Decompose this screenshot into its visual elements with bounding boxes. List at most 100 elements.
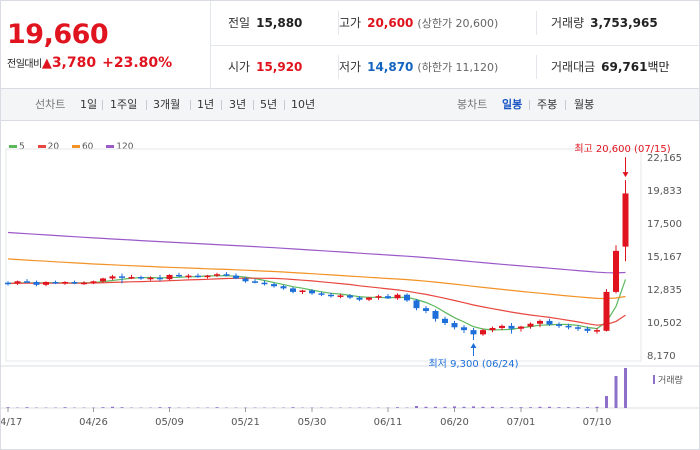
high-value: 20,600 <box>367 16 414 30</box>
candle-body <box>394 294 401 299</box>
ma20-line <box>7 277 626 326</box>
candle-body <box>33 282 40 285</box>
volume-bar <box>614 376 618 408</box>
candle-body <box>337 295 344 297</box>
candle-body <box>138 277 144 279</box>
tab-1-day[interactable]: 1일 <box>80 98 98 111</box>
candle-body <box>271 284 277 287</box>
candle-body <box>52 282 59 284</box>
candle-body <box>157 277 163 280</box>
candle-body <box>214 274 220 276</box>
candle-body <box>556 324 562 326</box>
y-tick-label: 10,502 <box>647 318 682 329</box>
volume-legend-swatch <box>653 375 655 384</box>
candle-body <box>594 330 600 332</box>
volume-bar <box>168 407 171 408</box>
candle-body <box>584 328 591 331</box>
x-tick-label: 06/20 <box>440 417 469 428</box>
y-tick-label: 15,167 <box>647 252 682 263</box>
candle-body <box>242 278 249 282</box>
candle-body <box>147 277 154 280</box>
volume-bar <box>111 406 114 408</box>
change-label: 전일대비 <box>7 59 42 70</box>
candle-body <box>24 281 30 283</box>
high-price: 고가 20,600 (상한가 20,600) <box>339 1 498 45</box>
volume-bar <box>415 406 418 408</box>
volume-bar <box>472 406 475 408</box>
low-value: 14,870 <box>367 60 414 74</box>
candle-body <box>119 276 125 278</box>
candle-body <box>233 275 239 279</box>
candle-body <box>14 281 21 284</box>
candle-body <box>204 275 211 278</box>
volume-bar <box>529 407 532 408</box>
volume-bar <box>462 406 466 408</box>
volume-bar <box>557 407 561 408</box>
volume-bar <box>510 407 513 408</box>
x-tick-label: 05/21 <box>231 417 260 428</box>
open-price: 시가 15,920 <box>228 45 302 89</box>
tab-10-years[interactable]: 10년 <box>291 98 316 111</box>
candle-body <box>413 300 420 309</box>
candle-body <box>71 282 78 284</box>
tab-3-years[interactable]: 3년 <box>229 98 247 111</box>
change-percent: +23.80% <box>102 55 173 71</box>
candle-body <box>347 295 353 298</box>
low-annotation: 최저 9,300 (06/24) <box>428 358 518 370</box>
tab-monthly[interactable]: 월봉 <box>574 98 595 111</box>
x-tick-label: 06/11 <box>374 417 403 428</box>
high-arrow-icon <box>622 172 629 178</box>
upper-limit: (상한가 20,600) <box>417 17 499 30</box>
volume-bar <box>120 407 124 408</box>
candle-body <box>62 282 68 284</box>
candle-body <box>603 291 610 331</box>
amount-unit: 백만 <box>647 60 670 74</box>
candle-body <box>442 318 448 324</box>
candle-body <box>385 296 391 299</box>
quote-panel: 19,660 전일대비▲3,780 +23.80% 전일 15,880 고가 20,6… <box>1 1 699 89</box>
up-arrow-icon: ▲ <box>41 56 52 71</box>
candle-body <box>432 311 439 319</box>
tab-5-years[interactable]: 5년 <box>260 98 278 111</box>
volume-bar <box>576 407 580 408</box>
candle-body <box>328 294 334 297</box>
x-tick-label: 05/30 <box>298 417 327 428</box>
candle-body <box>252 281 258 283</box>
tab-1-year[interactable]: 1년 <box>197 98 215 111</box>
candle-body <box>404 294 410 301</box>
volume-bar <box>538 406 542 408</box>
candle-body <box>166 274 173 280</box>
tab-weekly[interactable]: 주봉 <box>537 98 558 111</box>
candle-body <box>622 193 629 247</box>
candle-body <box>565 325 572 328</box>
candle-body <box>81 282 87 285</box>
candle-body <box>451 323 458 328</box>
low-price: 저가 14,870 (하한가 11,120) <box>339 45 498 89</box>
volume: 거래량 3,753,965 <box>551 1 658 45</box>
open-value: 15,920 <box>256 60 303 74</box>
candle-body <box>575 327 581 329</box>
current-price: 19,660 <box>7 19 109 50</box>
volume-bar <box>434 406 437 408</box>
legend-ma60: 60 <box>71 142 93 152</box>
x-tick-label: 04/26 <box>79 417 108 428</box>
low-arrow-icon <box>470 343 477 349</box>
candle-body <box>613 250 619 292</box>
tab-daily[interactable]: 일봉 <box>502 98 523 111</box>
amount-label: 거래대금 <box>551 60 596 74</box>
volume-bar <box>424 406 428 408</box>
candle-body <box>508 325 515 329</box>
high-annotation: 최고 20,600 (07/15) <box>574 143 670 155</box>
volume-bar <box>63 407 67 408</box>
candle-body <box>499 325 505 328</box>
ma60-line <box>7 258 626 300</box>
tab-1-week[interactable]: 1주일 <box>110 98 138 111</box>
chart-legend: 5 20 60 120 <box>9 142 143 152</box>
tab-3-months[interactable]: 3개월 <box>153 98 181 111</box>
candle-body <box>546 320 553 325</box>
volume-bar <box>586 407 589 408</box>
candle-body <box>43 282 49 285</box>
volume-bar <box>291 407 295 408</box>
volume-value: 3,753,965 <box>590 16 658 30</box>
volume-bar <box>500 407 504 408</box>
